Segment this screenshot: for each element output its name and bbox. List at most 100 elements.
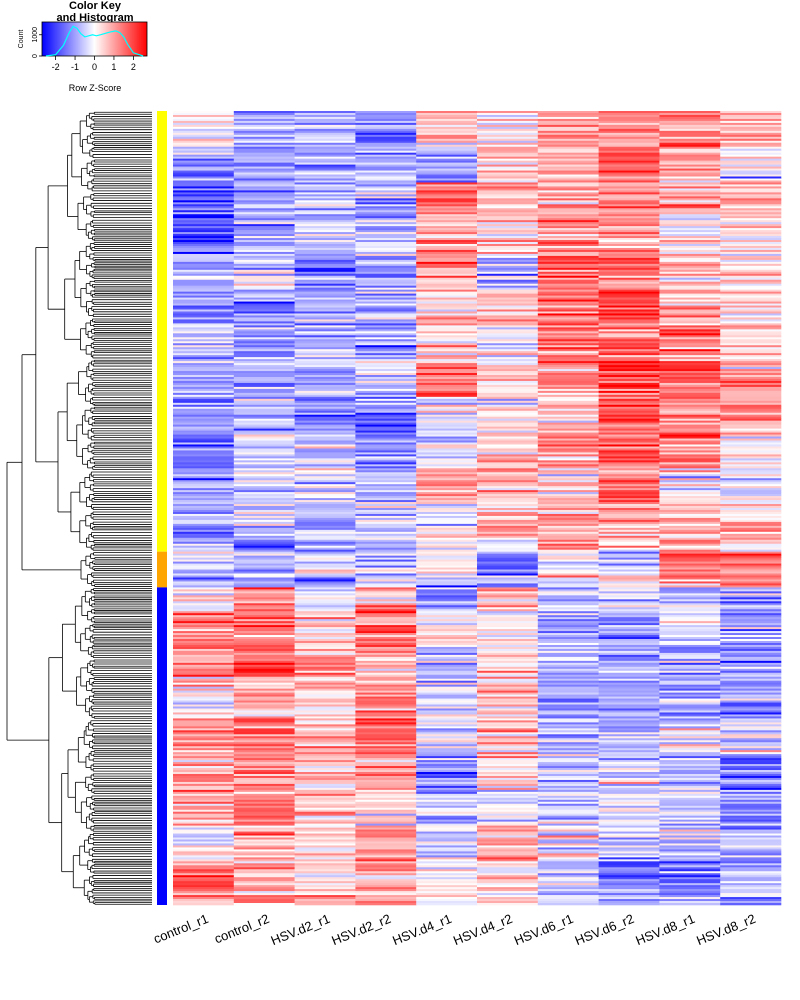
heatmap-cell (416, 378, 478, 382)
heatmap-cell (477, 172, 539, 175)
heatmap-cell (416, 789, 478, 793)
heatmap-cell (598, 402, 660, 406)
heatmap-cell (659, 603, 721, 606)
heatmap-cell (233, 220, 295, 223)
heatmap-cell (294, 436, 356, 439)
heatmap-cell (477, 291, 539, 294)
heatmap-cell (416, 116, 478, 120)
heatmap-cell (659, 313, 721, 316)
heatmap-cell (477, 696, 539, 699)
heatmap-cell (416, 178, 478, 181)
heatmap-cell (355, 537, 417, 541)
heatmap-cell (294, 353, 356, 356)
heatmap-cell (720, 670, 782, 674)
heatmap-cell (477, 555, 539, 558)
heatmap-cell (355, 257, 417, 261)
heatmap-cell (416, 323, 478, 326)
heatmap-cell (477, 789, 539, 793)
heatmap-cell (233, 416, 295, 419)
heatmap-cell (233, 482, 295, 485)
row-cluster-color-segment (157, 551, 167, 588)
heatmap-cell (355, 236, 417, 239)
heatmap-cell (233, 670, 295, 674)
heatmap-cell (416, 424, 478, 427)
heatmap-cell (233, 234, 295, 237)
heatmap-cell (416, 351, 478, 354)
heatmap-cell (598, 392, 660, 396)
heatmap-cell (659, 706, 721, 709)
heatmap-cell (659, 573, 721, 576)
heatmap-cell (173, 519, 235, 523)
heatmap-cell (173, 656, 235, 660)
heatmap-cell (720, 527, 782, 531)
heatmap-cell (173, 712, 235, 715)
heatmap-cell (477, 378, 539, 382)
heatmap-cell (659, 799, 721, 803)
heatmap-cell (720, 466, 782, 469)
heatmap-cell (537, 406, 599, 410)
heatmap-cell (537, 692, 599, 695)
heatmap-cell (416, 861, 478, 864)
heatmap-cell (537, 533, 599, 537)
heatmap-cell (659, 720, 721, 723)
heatmap-cell (233, 773, 295, 777)
heatmap-cell (477, 724, 539, 727)
heatmap-cell (294, 289, 356, 292)
heatmap-cell (477, 184, 539, 187)
heatmap-cell (355, 863, 417, 866)
heatmap-cell (477, 732, 539, 735)
heatmap-cell (598, 819, 660, 822)
heatmap-cell (659, 631, 721, 634)
heatmap-cell (233, 871, 295, 874)
heatmap-cell (173, 833, 235, 836)
heatmap-cell (720, 515, 782, 519)
heatmap-cell (720, 523, 782, 527)
heatmap-cell (416, 422, 478, 425)
heatmap-cell (598, 758, 660, 761)
heatmap-cell (233, 154, 295, 157)
heatmap-cell (720, 418, 782, 421)
heatmap-cell (294, 249, 356, 253)
heatmap-cell (355, 317, 417, 320)
heatmap-cell (416, 452, 478, 455)
heatmap-cell (294, 746, 356, 749)
heatmap-cell (659, 281, 721, 284)
heatmap-cell (537, 482, 599, 485)
heatmap-cell (173, 585, 235, 588)
heatmap-cell (233, 255, 295, 259)
heatmap-cell (598, 204, 660, 207)
heatmap-cell (416, 118, 478, 122)
heatmap-cell (477, 688, 539, 691)
heatmap-cell (294, 267, 356, 271)
heatmap-cell (173, 597, 235, 600)
heatmap-cell (416, 426, 478, 429)
heatmap-cell (720, 676, 782, 680)
heatmap-cell (537, 414, 599, 417)
heatmap-cell (173, 204, 235, 207)
heatmap-cell (294, 347, 356, 350)
heatmap-cell (416, 581, 478, 584)
heatmap-cell (477, 710, 539, 713)
heatmap-cell (720, 672, 782, 676)
heatmap-cell (537, 871, 599, 874)
heatmap-cell (598, 327, 660, 330)
heatmap-cell (233, 452, 295, 455)
heatmap-cell (477, 686, 539, 689)
heatmap-cell (477, 430, 539, 433)
heatmap-cell (659, 198, 721, 201)
heatmap-cell (598, 396, 660, 400)
heatmap-cell (720, 384, 782, 388)
heatmap-cell (537, 740, 599, 743)
heatmap-cell (294, 275, 356, 279)
heatmap-cell (598, 220, 660, 223)
heatmap-cell (173, 537, 235, 541)
heatmap-cell (294, 230, 356, 233)
heatmap-cell (537, 863, 599, 866)
heatmap-cell (294, 130, 356, 134)
heatmap-cell (355, 303, 417, 306)
heatmap-cell (416, 619, 478, 622)
heatmap-cell (598, 464, 660, 467)
heatmap-cell (416, 126, 478, 130)
heatmap-cell (720, 378, 782, 382)
heatmap-cell (598, 823, 660, 826)
